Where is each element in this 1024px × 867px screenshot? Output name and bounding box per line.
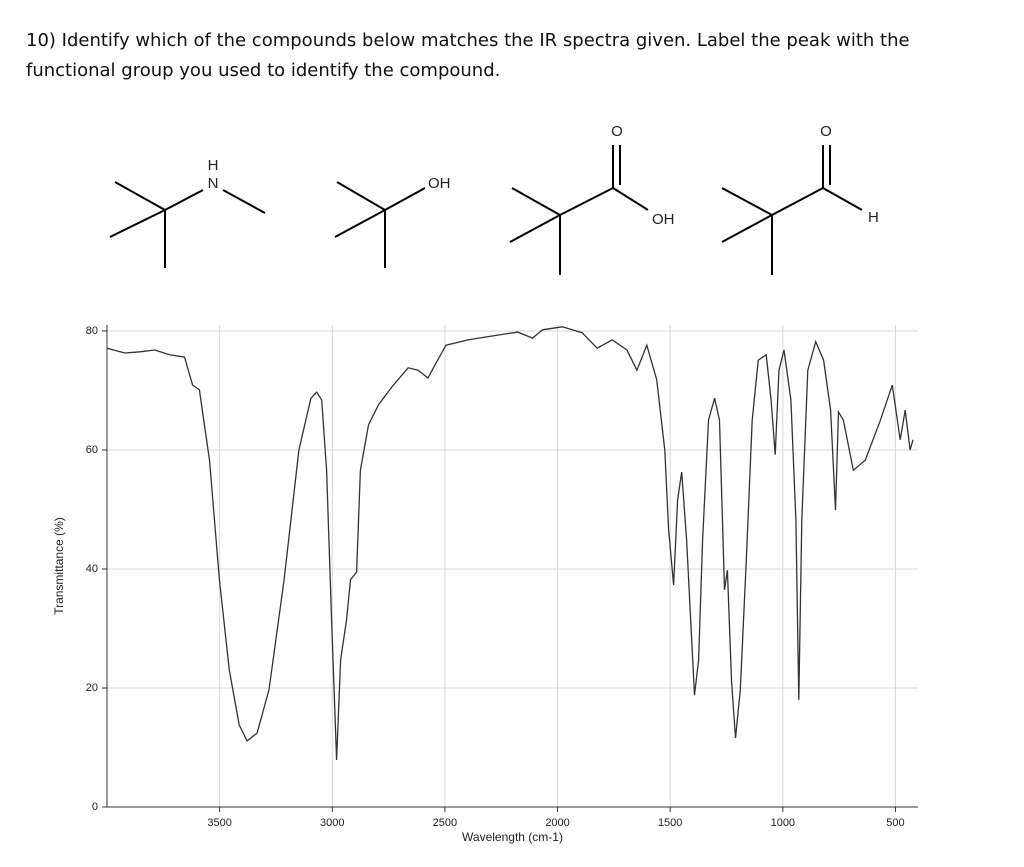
y-tick-label: 80 [86, 325, 98, 337]
atom-label: OH [428, 175, 451, 192]
molecule-aldehyde: O H [721, 123, 879, 275]
x-tick-label: 2500 [433, 817, 457, 829]
atom-label: O [611, 123, 623, 140]
x-tick-label: 1000 [771, 817, 795, 829]
y-axis-label: Transmittance (%) [52, 517, 66, 615]
spectrum-chart: 0 20 40 60 80 3500 3000 2500 2000 1500 1000 500 Wave… [52, 325, 918, 844]
atom-label: H [868, 209, 879, 226]
molecule-amine: H N [109, 157, 266, 268]
atom-label: N [208, 175, 219, 192]
y-tick-label: 0 [92, 801, 98, 813]
molecule-alcohol: OH [334, 175, 451, 268]
spectrum-line [106, 326, 914, 761]
molecule-acid: O OH [509, 123, 675, 275]
atom-label: OH [652, 211, 675, 228]
question-line: 10) Identify which of the compounds belo… [26, 30, 910, 51]
x-tick-label: 500 [886, 817, 904, 829]
x-axis-label: Wavelength (cm-1) [462, 830, 563, 844]
x-tick-label: 2000 [545, 817, 569, 829]
y-tick-label: 20 [86, 682, 98, 694]
atom-label: H [208, 157, 219, 174]
x-tick-label: 3000 [320, 817, 344, 829]
y-tick-label: 60 [86, 444, 98, 456]
x-tick-label: 3500 [207, 817, 231, 829]
atom-label: O [820, 123, 832, 140]
question-line: functional group you used to identify th… [26, 60, 501, 81]
y-tick-label: 40 [86, 563, 98, 575]
x-tick-label: 1500 [658, 817, 682, 829]
